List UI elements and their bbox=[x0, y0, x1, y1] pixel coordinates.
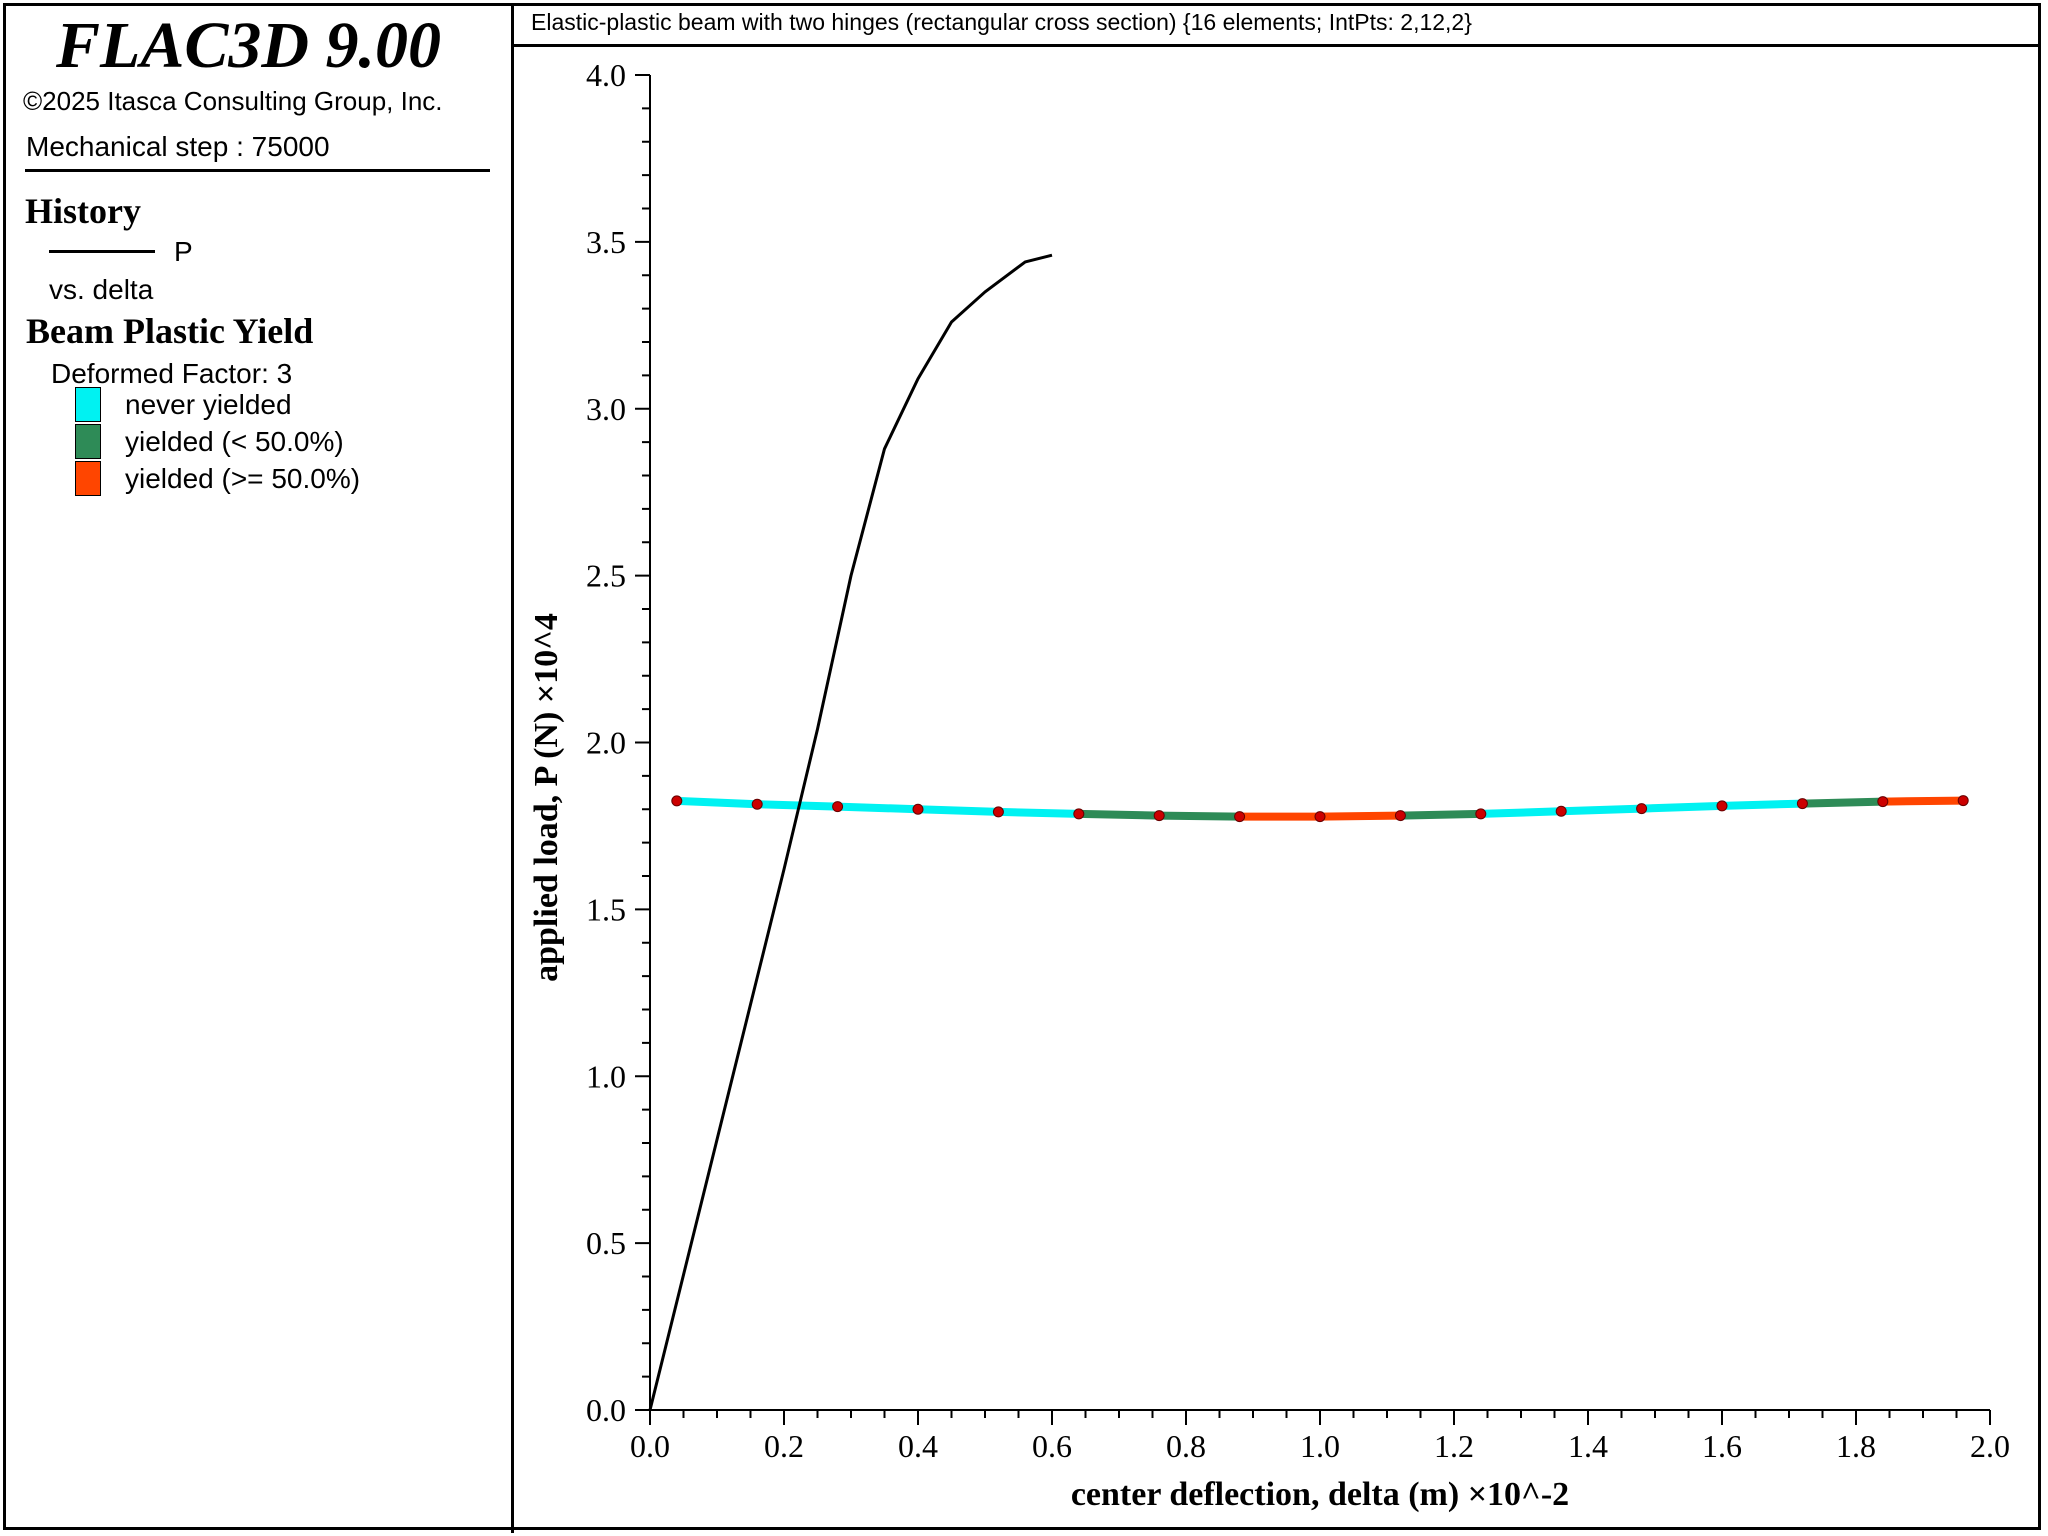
history-heading: History bbox=[25, 191, 141, 231]
swatch-yielded-lt50 bbox=[75, 424, 101, 459]
beam-node bbox=[1394, 810, 1406, 822]
copyright-text: ©2025 Itasca Consulting Group, Inc. bbox=[23, 86, 443, 116]
beam-yield-heading: Beam Plastic Yield bbox=[26, 311, 314, 351]
x-tick-label: 1.2 bbox=[1434, 1428, 1474, 1464]
beam-segment bbox=[676, 796, 758, 809]
history-vs-label: vs. delta bbox=[49, 274, 154, 305]
beam-segment bbox=[1159, 811, 1240, 821]
beam-segment bbox=[1802, 797, 1883, 808]
history-series-label: P bbox=[174, 236, 193, 267]
beam-layer bbox=[671, 795, 1969, 823]
beam-segment bbox=[837, 802, 919, 814]
label-yielded-lt50: yielded (< 50.0%) bbox=[125, 426, 344, 457]
label-yielded-ge50: yielded (>= 50.0%) bbox=[125, 463, 361, 494]
labels-layer: 0.0 0.2 0.4 0.6 0.8 1.0 1.2 1.4 1.6 1.8 2.0 0.0 0.5 1… bbox=[528, 57, 2010, 1513]
y-tick-label: 2.5 bbox=[586, 558, 626, 594]
x-tick-label: 2.0 bbox=[1970, 1428, 2010, 1464]
beam-node bbox=[1153, 810, 1165, 822]
history-line-swatch bbox=[49, 250, 155, 253]
plot-title: Elastic-plastic beam with two hinges (re… bbox=[531, 9, 1472, 35]
x-tick-label: 0.8 bbox=[1166, 1428, 1206, 1464]
beam-segment bbox=[757, 800, 838, 811]
y-axis-title: applied load, P (N) ×10^4 bbox=[528, 613, 565, 982]
beam-node bbox=[1555, 805, 1567, 817]
x-tick-label: 1.4 bbox=[1568, 1428, 1608, 1464]
beam-node bbox=[1877, 796, 1889, 808]
y-tick-label: 1.5 bbox=[586, 891, 626, 927]
x-tick-label: 1.0 bbox=[1300, 1428, 1340, 1464]
beam-node bbox=[1314, 811, 1326, 823]
beam-segment bbox=[1078, 809, 1160, 820]
legend-panel: FLAC3D 9.00 ©2025 Itasca Consulting Grou… bbox=[6, 6, 511, 1530]
panel-divider bbox=[511, 3, 514, 1533]
x-axis-title: center deflection, delta (m) ×10^-2 bbox=[1071, 1476, 1569, 1513]
y-tick-label: 4.0 bbox=[586, 57, 626, 93]
beam-segment bbox=[1561, 804, 1642, 816]
swatch-never-yielded bbox=[75, 387, 101, 422]
axes bbox=[635, 74, 1991, 1425]
y-tick-label: 1.0 bbox=[586, 1058, 626, 1094]
x-tick-label: 0.4 bbox=[898, 1428, 938, 1464]
beam-node bbox=[1073, 808, 1085, 820]
chart-svg: 0.0 0.2 0.4 0.6 0.8 1.0 1.2 1.4 1.6 1.8 2.0 0.0 0.5 1… bbox=[528, 57, 2010, 1513]
beam-node bbox=[912, 803, 924, 815]
x-tick-label: 0.6 bbox=[1032, 1428, 1072, 1464]
beam-node bbox=[1796, 798, 1808, 810]
x-tick-label: 0.2 bbox=[764, 1428, 804, 1464]
beam-node bbox=[1957, 795, 1969, 807]
y-tick-label: 0.5 bbox=[586, 1225, 626, 1261]
series-layer bbox=[648, 253, 1053, 1411]
beam-node bbox=[1475, 808, 1487, 820]
y-tick-label: 3.5 bbox=[586, 224, 626, 260]
beam-node bbox=[751, 798, 763, 810]
beam-node bbox=[1636, 803, 1648, 815]
beam-segment bbox=[1641, 801, 1723, 813]
beam-segment bbox=[1882, 796, 1964, 806]
deformed-factor: Deformed Factor: 3 bbox=[51, 358, 293, 389]
beam-segment bbox=[1480, 807, 1562, 818]
beam-segment bbox=[1400, 809, 1481, 820]
beam-node bbox=[992, 806, 1004, 818]
swatch-yielded-ge50 bbox=[75, 461, 101, 496]
window-frame bbox=[3, 3, 2041, 1530]
label-never-yielded: never yielded bbox=[125, 389, 292, 420]
beam-node bbox=[832, 801, 844, 813]
header-rule bbox=[25, 169, 490, 172]
beam-segment bbox=[917, 805, 999, 816]
x-tick-label: 1.8 bbox=[1836, 1428, 1876, 1464]
plot-title-bar: Elastic-plastic beam with two hinges (re… bbox=[514, 3, 2041, 47]
mechanical-step: Mechanical step : 75000 bbox=[26, 131, 330, 162]
series-line-P bbox=[648, 253, 1053, 1411]
y-tick-label: 3.0 bbox=[586, 391, 626, 427]
x-tick-label: 1.6 bbox=[1702, 1428, 1742, 1464]
beam-segment bbox=[1319, 811, 1401, 821]
beam-node bbox=[671, 795, 683, 807]
app-title: FLAC3D 9.00 bbox=[56, 9, 442, 82]
x-tick-label: 0.0 bbox=[630, 1428, 670, 1464]
beam-node bbox=[1234, 811, 1246, 823]
beam-node bbox=[1716, 800, 1728, 812]
y-tick-label: 0.0 bbox=[586, 1392, 626, 1428]
y-tick-label: 2.0 bbox=[586, 725, 626, 761]
beam-segment bbox=[1721, 799, 1803, 810]
beam-segment bbox=[998, 807, 1079, 818]
